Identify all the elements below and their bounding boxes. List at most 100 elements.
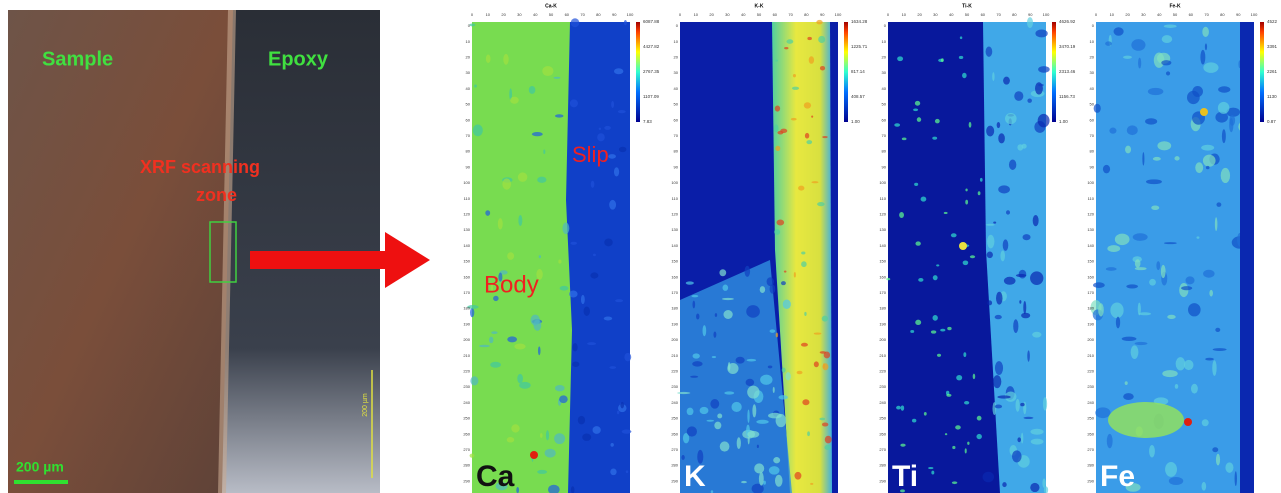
texture [1021,433,1023,444]
y-tick-label: 210 [1087,353,1094,358]
texture [1135,259,1141,268]
texture [1003,77,1010,85]
y-tick-label: 10 [466,39,471,44]
texture [945,433,947,435]
texture [962,73,967,78]
texture [578,416,585,425]
texture [610,443,613,447]
y-tick-label: 280 [671,463,678,468]
texture [1103,165,1110,173]
texture [599,128,601,130]
y-tick-label: 40 [882,86,887,91]
texture [802,399,809,405]
texture [1206,166,1210,169]
texture [1142,152,1144,165]
texture [951,233,957,237]
texture [760,286,765,293]
texture [490,362,501,368]
texture [778,395,787,399]
texture [997,122,1001,128]
y-tick-label: 120 [879,211,886,216]
texture [731,402,741,412]
y-tick-label: 230 [671,384,678,389]
x-tick-label: 40 [533,12,538,17]
y-tick-label: 30 [1090,70,1095,75]
texture [518,172,528,182]
texture [572,343,577,351]
texture [801,261,807,267]
element-label: Ti [892,460,918,493]
y-tick-label: 90 [466,164,471,169]
texture [910,330,914,333]
texture [801,252,805,255]
texture [978,191,981,195]
colorbar-label: 7.83 [643,119,652,124]
texture [474,84,477,87]
texture [1201,145,1214,151]
y-tick-label: 10 [882,39,887,44]
texture [1006,210,1010,214]
texture [587,342,596,345]
colorbar-label: 6087.88 [643,19,660,24]
texture [712,356,716,358]
texture [915,320,921,325]
y-tick-label: 290 [671,478,678,483]
x-tick-label: 80 [1220,12,1225,17]
texture [1023,301,1026,314]
y-tick-label: 90 [1090,164,1095,169]
texture [538,346,541,355]
texture [1197,236,1200,238]
texture [1027,98,1032,102]
y-tick-label: 130 [463,227,470,232]
texture [617,410,619,414]
texture [700,407,709,414]
texture [784,271,787,273]
texture [1184,360,1193,370]
texture [531,315,540,326]
y-tick-label: 230 [879,384,886,389]
y-tick-label: 80 [882,149,887,154]
texture [507,437,515,443]
texture [609,200,616,210]
y-tick-label: 240 [671,400,678,405]
texture [1164,24,1177,27]
y-tick-label: 150 [463,259,470,264]
texture [970,255,975,258]
texture [998,185,1010,193]
texture [1000,250,1005,261]
texture [817,202,824,206]
texture [1212,360,1216,376]
texture [622,430,632,434]
texture [987,300,992,305]
texture [900,444,905,447]
y-tick-label: 50 [882,102,887,107]
x-tick-label: 10 [1110,12,1115,17]
texture [783,299,791,309]
x-tick-label: 0 [1095,12,1098,17]
texture [543,149,545,153]
map-title: Ca-K [545,3,557,9]
texture [747,431,759,438]
texture [770,329,776,332]
texture [715,313,717,317]
texture [746,305,760,318]
y-tick-label: 30 [674,70,679,75]
texture [1038,66,1050,73]
texture [1098,303,1104,316]
y-tick-label: 200 [671,337,678,342]
texture [1203,270,1214,278]
texture [1145,118,1157,124]
texture [736,357,745,364]
y-tick-label: 100 [1087,180,1094,185]
y-tick-label: 160 [463,274,470,279]
epoxy-label: Epoxy [268,48,329,70]
x-tick-label: 100 [1251,12,1258,17]
texture [976,434,982,439]
texture [1094,104,1101,113]
texture [498,218,503,229]
texture [517,374,523,384]
texture [756,420,768,424]
x-tick-label: 50 [965,12,970,17]
texture [782,367,786,372]
y-tick-label: 270 [671,447,678,452]
